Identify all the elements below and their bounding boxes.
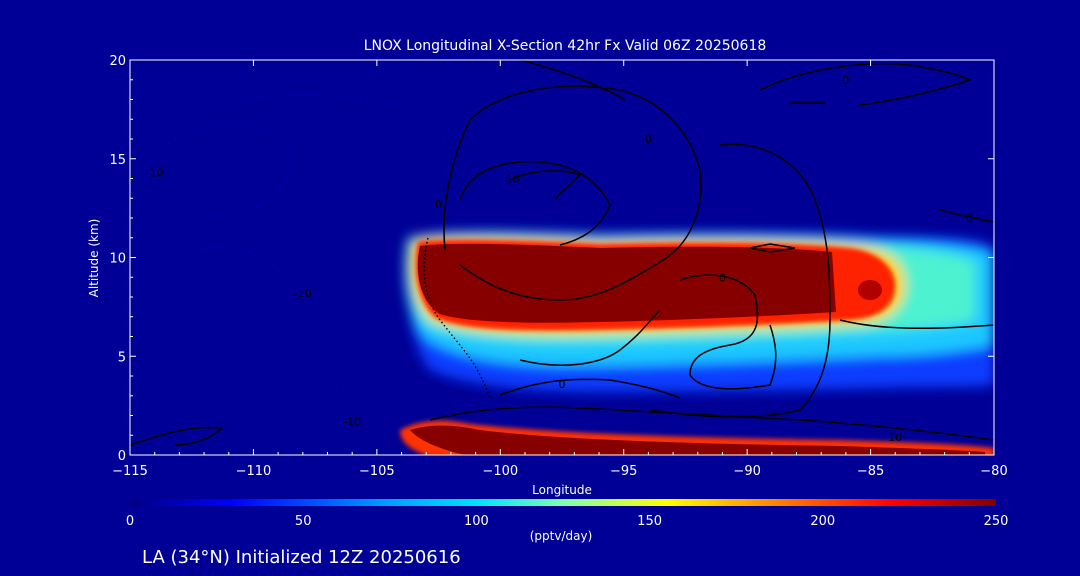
contour-value-label: 0	[966, 212, 973, 225]
contour-line	[443, 85, 702, 301]
contour-line-negative	[144, 123, 291, 217]
contour-line	[130, 426, 224, 446]
contour-value-label: -10	[146, 167, 164, 180]
x-axis: −115 −110 −105 −100 −95 −90 −85 −80	[112, 60, 1008, 479]
x-tick-label: −90	[733, 464, 760, 479]
contour-layer-dotted	[144, 94, 445, 401]
initialization-footer: LA (34°N) Initialized 12Z 20250616	[142, 547, 461, 568]
x-tick-label: −105	[359, 464, 395, 479]
field-layer	[400, 231, 994, 455]
colorbar-tick-label: 50	[295, 514, 312, 529]
y-tick-label: 20	[109, 54, 126, 69]
field-eastern-max	[858, 280, 882, 300]
colorbar-units-label: (pptv/day)	[530, 529, 593, 543]
contour-value-label: -10	[343, 415, 361, 428]
colorbar-tick-label: 0	[126, 514, 134, 529]
contour-value-label: 10	[506, 173, 520, 186]
contour-line	[749, 243, 796, 253]
contour-line	[939, 209, 994, 223]
contour-line-negative	[199, 246, 307, 321]
contour-line-negative	[299, 387, 381, 401]
contour-value-label: 0	[842, 74, 849, 87]
contour-value-label: 10	[888, 431, 902, 444]
y-axis-label: Altitude (km)	[87, 219, 101, 298]
y-tick-label: 15	[109, 153, 126, 168]
x-tick-label: −110	[236, 464, 272, 479]
field-surface-band	[410, 425, 985, 455]
field-upper-band	[417, 243, 836, 323]
x-axis-label: Longitude	[532, 483, 592, 497]
y-tick-label: 5	[118, 350, 126, 365]
contour-line	[679, 274, 777, 390]
y-tick-label: 0	[118, 449, 126, 464]
contour-line	[459, 161, 611, 246]
contour-line	[839, 319, 994, 330]
contour-value-label: 0	[559, 378, 566, 391]
colorbar-tick-label: 100	[464, 514, 489, 529]
y-tick-label: 10	[109, 252, 126, 267]
contour-line	[499, 378, 681, 399]
colorbar: 0 50 100 150 200 250 (pptv/day)	[126, 499, 1009, 543]
colorbar-ticks: 0 50 100 150 200 250	[126, 514, 1009, 529]
contour-value-label: -10	[294, 287, 312, 300]
y-axis: 0 5 10 15 20	[109, 54, 994, 464]
contour-line	[509, 170, 582, 201]
contour-value-label: 0	[435, 198, 442, 211]
contour-line-negative	[239, 94, 445, 151]
zero-contour-dotted	[423, 237, 491, 399]
contour-value-label: 0	[645, 133, 652, 146]
contour-labels: 0 0 10 0 0 0 0 -10 -10 -10 10	[146, 74, 973, 444]
contour-value-label: 0	[719, 271, 726, 284]
x-tick-label: −85	[857, 464, 884, 479]
x-tick-label: −100	[482, 464, 518, 479]
colorbar-tick-label: 250	[984, 514, 1009, 529]
contour-layer	[130, 60, 994, 446]
chart-title: LNOX Longitudinal X-Section 42hr Fx Vali…	[364, 38, 767, 54]
colorbar-tick-label: 150	[637, 514, 662, 529]
x-tick-label: −80	[980, 464, 1007, 479]
contour-line	[519, 309, 661, 366]
contour-line	[759, 62, 972, 106]
contour-line	[519, 60, 626, 101]
x-tick-label: −95	[610, 464, 637, 479]
x-tick-label: −115	[112, 464, 148, 479]
colorbar-gradient	[130, 499, 996, 506]
contour-line	[429, 406, 994, 441]
colorbar-tick-label: 200	[810, 514, 835, 529]
